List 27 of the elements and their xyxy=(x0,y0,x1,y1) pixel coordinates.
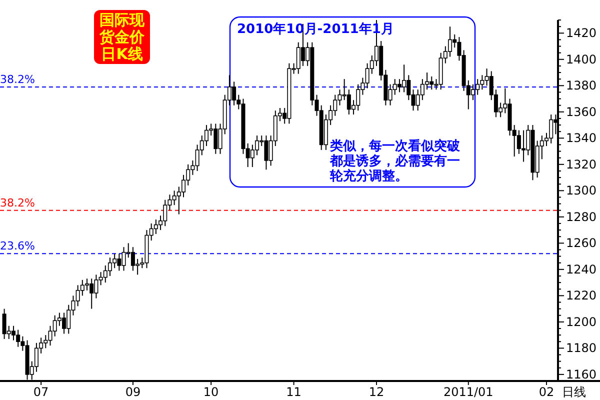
x-tick-label: 10 xyxy=(203,385,219,399)
y-tick-label: 1280 xyxy=(566,210,597,224)
x-tick-label: 09 xyxy=(125,385,141,399)
y-tick-label: 1180 xyxy=(566,341,597,356)
y-tick-label: 1320 xyxy=(566,157,597,172)
y-tick-label: 1240 xyxy=(566,262,597,276)
x-tick-label: 12 xyxy=(368,385,384,399)
y-tick-label: 1260 xyxy=(566,236,597,250)
y-tick-label: 1200 xyxy=(566,314,597,329)
y-tick-label: 1160 xyxy=(566,367,597,382)
annotation: 23.6% xyxy=(0,240,35,253)
text: 国际现货金价日K线 xyxy=(98,11,146,63)
text: 日线 xyxy=(562,385,586,399)
x-tick-label: 02 xyxy=(538,385,554,399)
x-tick-label: 07 xyxy=(33,385,49,399)
y-tick-label: 1360 xyxy=(566,104,597,119)
y-tick-label: 1220 xyxy=(566,288,597,303)
y-tick-label: 1380 xyxy=(566,78,597,93)
annotation: 类似，每一次看似突破都是诱多，必需要有一轮充分调整。 xyxy=(329,138,461,184)
x-tick-label: 11 xyxy=(286,385,302,399)
y-tick-label: 1300 xyxy=(566,184,597,198)
y-tick-label: 1420 xyxy=(566,26,597,40)
x-tick-label: 2011/01 xyxy=(443,385,494,399)
y-tick-label: 1400 xyxy=(566,52,597,66)
y-tick-label: 1340 xyxy=(566,131,597,146)
annotation: 38.2% xyxy=(0,72,35,86)
annotation: 38.2% xyxy=(0,196,35,210)
